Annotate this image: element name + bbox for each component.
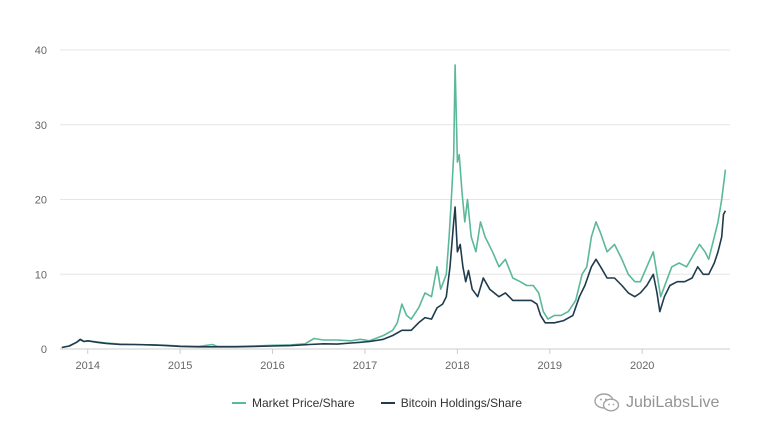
x-tick-label: 2017 [353, 360, 377, 372]
y-tick-label: 20 [35, 195, 47, 207]
legend-swatch-bitcoin-holdings [380, 402, 395, 404]
series-line-market-price [61, 64, 727, 349]
series-lines [61, 64, 727, 349]
legend: Market Price/Share Bitcoin Holdings/Shar… [232, 396, 522, 410]
axes: 0 10 20 30 40 2014 2015 2016 2017 2018 2019 2020 [35, 45, 655, 372]
watermark: JubiLabsLive [594, 393, 719, 413]
x-tick-label: 2020 [630, 360, 654, 372]
watermark-text: JubiLabsLive [626, 394, 720, 411]
x-tick-label: 2016 [260, 360, 284, 372]
legend-label-market-price: Market Price/Share [252, 396, 355, 410]
legend-item-bitcoin-holdings[interactable]: Bitcoin Holdings/Share [380, 396, 523, 410]
legend-swatch-market-price [232, 402, 246, 404]
series-line-bitcoin-holdings [61, 206, 727, 349]
x-tick-label: 2018 [445, 360, 469, 372]
y-tick-label: 10 [35, 269, 47, 281]
x-tick-label: 2019 [538, 360, 562, 372]
x-tick-label: 2014 [75, 360, 99, 372]
wechat-icon [594, 393, 620, 412]
y-tick-label: 0 [41, 344, 47, 356]
legend-item-market-price[interactable]: Market Price/Share [232, 396, 355, 410]
y-tick-label: 40 [35, 45, 47, 57]
x-tick-label: 2015 [168, 360, 192, 372]
gridlines [60, 49, 730, 350]
y-tick-label: 30 [35, 120, 47, 132]
legend-label-bitcoin-holdings: Bitcoin Holdings/Share [400, 396, 523, 410]
